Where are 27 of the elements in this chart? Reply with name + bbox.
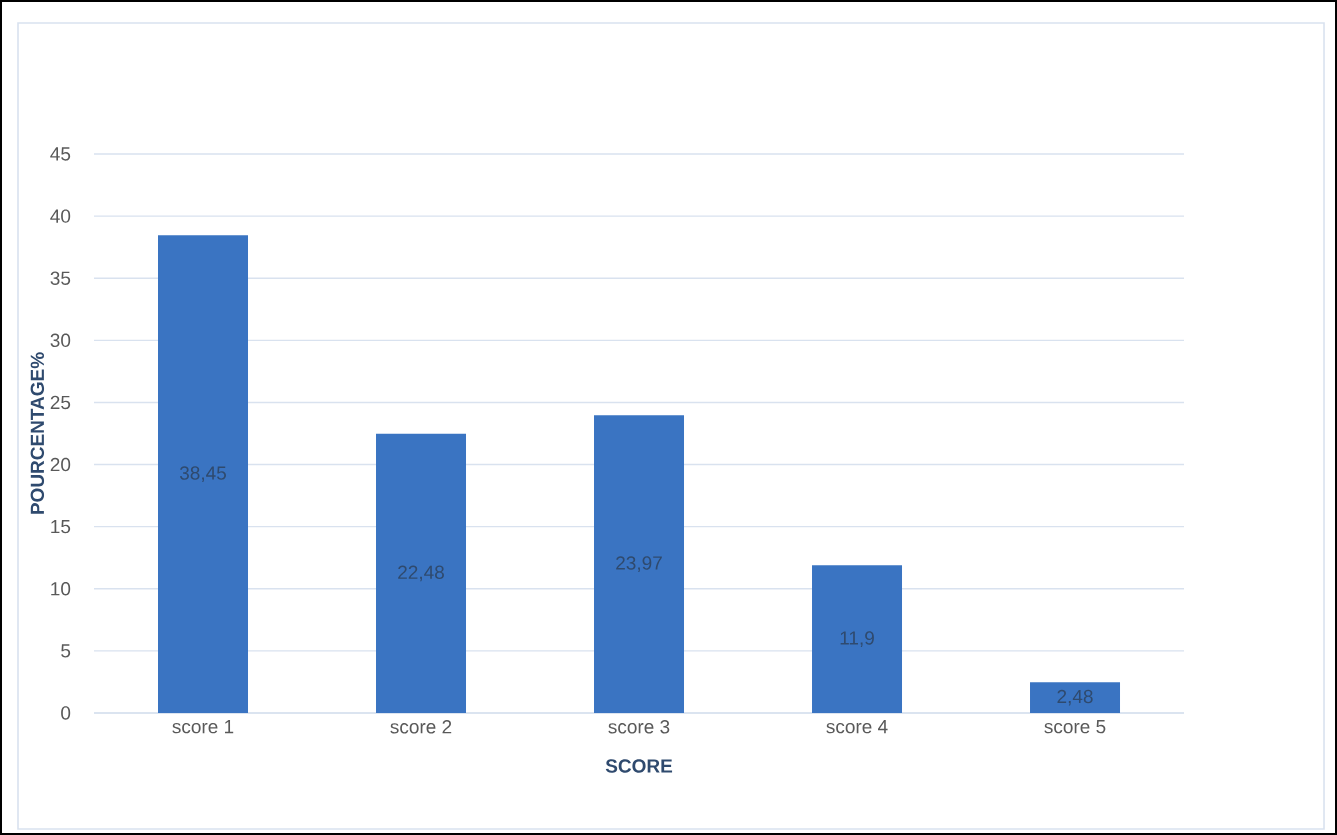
y-tick-label: 25 <box>50 395 71 410</box>
x-tick-label: score 4 <box>826 720 888 734</box>
data-label: 23,97 <box>616 556 662 572</box>
x-tick-label: score 1 <box>172 720 234 734</box>
y-tick-label: 30 <box>50 333 71 348</box>
y-tick-label: 5 <box>61 644 71 658</box>
y-tick-label: 0 <box>61 706 71 720</box>
y-tick-label: 45 <box>50 147 71 161</box>
x-tick-label: score 3 <box>608 720 670 734</box>
data-label: 38,45 <box>179 466 226 483</box>
y-tick-label: 35 <box>50 271 71 285</box>
y-tick-label: 10 <box>51 582 71 596</box>
bar <box>376 433 467 713</box>
y-tick-label: 20 <box>50 457 71 472</box>
data-label: 2,48 <box>1057 689 1093 706</box>
data-label: 11,9 <box>840 631 874 647</box>
data-label: 22,48 <box>398 565 444 582</box>
bar <box>594 415 685 713</box>
x-tick-label: score 2 <box>390 720 452 734</box>
bar <box>812 565 903 713</box>
y-tick-label: 40 <box>50 209 71 223</box>
y-tick-label: 15 <box>51 520 71 534</box>
x-tick-label: score 5 <box>1044 720 1106 734</box>
bar <box>158 235 249 713</box>
bar <box>1030 682 1121 713</box>
y-axis-title: POURCENTAGE% <box>30 352 45 514</box>
x-axis-title: SCORE <box>605 759 673 773</box>
